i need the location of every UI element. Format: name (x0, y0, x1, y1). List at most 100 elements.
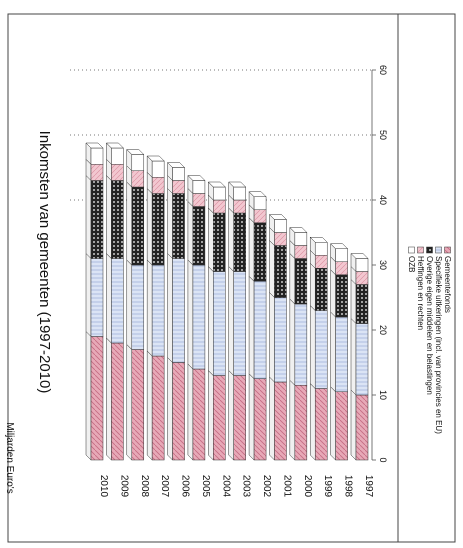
category-label: 1997 (363, 475, 374, 498)
bar-segment (355, 271, 369, 285)
bar-segment-side (350, 317, 357, 396)
bar-segment-side (208, 369, 214, 461)
bar-segment (253, 209, 267, 223)
bar-segment (274, 297, 287, 383)
bar-segment (355, 394, 369, 461)
category-label: 1998 (343, 475, 354, 498)
category-label: 2000 (302, 475, 313, 498)
bar-segment (335, 274, 348, 318)
bar-group (248, 191, 267, 461)
bar-segment-side (289, 252, 296, 305)
bar-segment-side (106, 174, 112, 260)
bar-segment (131, 349, 145, 461)
category-label: 2005 (200, 475, 211, 498)
bar-segment (294, 385, 308, 461)
y-axis-label: Miljarden Euro's (4, 422, 15, 493)
legend-label: Specifieke uitkeringen (incl. van provin… (434, 256, 443, 434)
bar-segment-side (126, 181, 133, 266)
bar-segment (90, 336, 104, 461)
bar-segment-side (330, 311, 336, 393)
bar-segment-side (146, 187, 153, 266)
bar-top-cap (166, 162, 186, 168)
bar-top-cap (146, 155, 165, 162)
bar-segment (213, 199, 226, 214)
bar-segment-side (228, 265, 234, 377)
bar-segment-side (187, 363, 194, 461)
bar-segment-side (248, 217, 255, 282)
bar-segment (151, 193, 165, 266)
bar-segment-side (187, 200, 194, 266)
category-label: 2003 (241, 475, 252, 498)
legend-swatch (408, 246, 415, 254)
bar-segment (335, 316, 348, 392)
bar-segment (253, 378, 267, 461)
bar-segment (294, 303, 308, 386)
bar-group (309, 236, 328, 461)
bar-segment (213, 375, 226, 461)
bar-segment (335, 248, 348, 262)
bar-segment (314, 268, 328, 311)
bar-group (85, 142, 104, 461)
bar-segment (274, 381, 287, 461)
legend-swatch (444, 246, 451, 254)
y-tick-label: 60 (378, 65, 388, 75)
bar-top-cap (126, 149, 145, 155)
bar-segment (111, 147, 124, 165)
bar-segment (213, 212, 226, 272)
bar-segment-side (350, 278, 357, 325)
bar-segment (111, 180, 124, 259)
bar-segment (233, 199, 246, 214)
bar-segment-side (289, 379, 296, 461)
bar-group (289, 226, 308, 461)
bar-top-cap (330, 243, 349, 249)
bar-top-cap (350, 253, 369, 259)
bar-segment-side (269, 291, 275, 383)
bar-segment (274, 219, 287, 233)
bar-segment (90, 180, 104, 259)
bar-segment-side (167, 187, 173, 260)
bar-segment-side (248, 275, 255, 380)
bar-segment (172, 167, 185, 181)
bar-segment (151, 355, 165, 461)
bar-segment-side (228, 207, 234, 273)
bar-segment (111, 258, 124, 344)
bar-top-cap (105, 142, 124, 149)
bar-segment-side (309, 304, 316, 390)
bar-segment (335, 391, 348, 461)
bar-segment (90, 258, 104, 337)
bar-segment-side (85, 330, 92, 461)
bar-segment (111, 342, 124, 461)
category-label: 2009 (118, 475, 129, 498)
category-label: 2006 (180, 475, 191, 498)
category-label: 2004 (220, 475, 231, 498)
bar-segment (233, 186, 246, 201)
bar-segment (233, 212, 246, 272)
bar-segment (111, 164, 124, 181)
axis-layer: 0 10 20 30 40 50 60 1997 1998 1999 2000 2001 2002 200… (98, 65, 388, 498)
category-label: 1999 (322, 475, 333, 498)
bar-segment (151, 177, 165, 194)
bar-segment-side (269, 376, 275, 461)
bar-segment-side (126, 259, 133, 351)
bar-segment (294, 258, 308, 305)
bar-segment-side (106, 252, 112, 344)
bar-group (187, 174, 206, 461)
bar-segment-side (269, 239, 275, 299)
bar-group (330, 243, 349, 461)
y-tick-label: 20 (378, 325, 388, 335)
legend-swatch (435, 246, 442, 254)
bar-segment (253, 222, 267, 282)
bar-segment-side (187, 259, 194, 370)
category-label: 2001 (281, 475, 292, 498)
bar-segment-side (126, 343, 133, 461)
bar-group (105, 142, 124, 461)
bar-segment (192, 206, 206, 266)
bar-top-cap (268, 214, 288, 220)
bar-segment (151, 160, 165, 178)
bar-top-cap (228, 181, 247, 188)
bar-segment-side (330, 269, 336, 318)
bar-segment (355, 258, 369, 272)
bar-top-cap (289, 227, 308, 233)
category-label: 2010 (98, 475, 109, 498)
